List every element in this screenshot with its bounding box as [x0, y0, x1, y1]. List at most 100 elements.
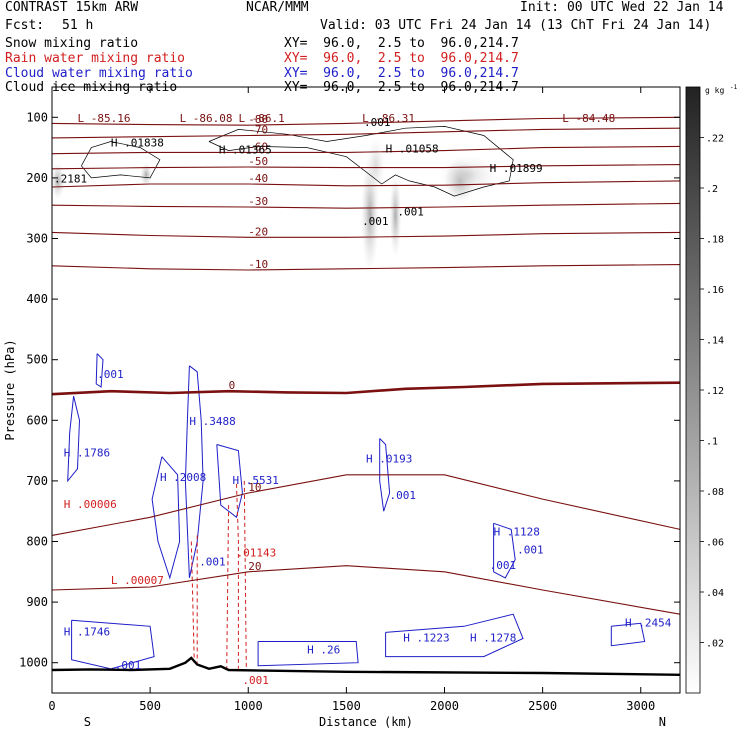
colorbar-tick-label-7: .16	[706, 285, 724, 296]
value-label-12: L .00007	[111, 574, 164, 587]
y-tick-label-8: 900	[26, 595, 48, 609]
valid-time: Valid: 03 UTC Fri 24 Jan 14 (13 ChT Fri …	[320, 18, 712, 33]
colorbar-unit: g kg	[705, 86, 724, 95]
max-label-4: H .3488	[189, 415, 235, 428]
colorbar-scale	[685, 86, 701, 694]
temp-contour-1	[51, 127, 681, 139]
value-label-1: .001	[364, 116, 391, 129]
terrain-surface	[51, 656, 681, 676]
field-snow-xy: XY= 96.0, 2.5 to 96.0,214.7	[284, 36, 519, 51]
temp-contour-9	[51, 474, 681, 536]
temp-contour-0	[51, 116, 681, 126]
value-label-9: .001	[115, 659, 142, 672]
temp-contour-2	[51, 145, 681, 155]
max-label-9: H .1128	[494, 525, 540, 538]
x-tick-label-4: 2000	[430, 699, 459, 713]
snow-shade-4	[50, 162, 65, 199]
colorbar-tick-label-3: .08	[706, 487, 724, 498]
rain-water-contour-3	[236, 483, 239, 669]
org-label: NCAR/MMM	[246, 0, 309, 15]
temp-contour-6	[51, 231, 681, 238]
y-tick-label-7: 800	[26, 535, 48, 549]
x-tick-label-6: 3000	[626, 699, 655, 713]
value-label-5: .001	[390, 489, 417, 502]
colorbar-tick-label-2: .06	[706, 538, 724, 549]
min-label-3: L -86.31	[362, 112, 415, 125]
temp-contour-label-8: 0	[229, 379, 236, 392]
rain-water-contour-4	[243, 480, 247, 669]
colorbar-tick-label-4: .1	[706, 437, 718, 448]
snow-shade-3	[140, 162, 153, 187]
min-label-0: L -85.16	[78, 112, 131, 125]
temp-contour-label-10: 20	[248, 560, 261, 573]
value-label-13: .001	[242, 674, 268, 687]
max-label-0: H .01838	[111, 136, 164, 149]
temp-contour-label-0: -80	[248, 113, 268, 126]
field-snow-name: Snow mixing ratio	[5, 36, 139, 51]
max-label-10: H .1746	[64, 625, 110, 638]
value-label-6: .001	[517, 544, 544, 557]
value-label-0: .2181	[54, 173, 87, 186]
value-label-10: H .00006	[64, 498, 117, 511]
cloud-water-contour-5	[379, 438, 391, 512]
max-label-14: H .2454	[625, 616, 672, 629]
min-label-1: L -86.08	[180, 112, 233, 125]
value-label-11: .01143	[236, 547, 276, 560]
cloud-water-contour-4	[216, 444, 243, 519]
x-tick-label-1: 500	[139, 699, 161, 713]
rain-water-contours	[190, 480, 247, 669]
temp-contour-label-2: -60	[248, 140, 268, 153]
value-label-2: .001	[362, 215, 389, 228]
temp-contour-label-4: -40	[248, 172, 268, 185]
y-tick-label-5: 600	[26, 413, 48, 427]
y-tick-label-6: 700	[26, 474, 48, 488]
colorbar-tick-label-10: .22	[706, 134, 724, 145]
field-rain-name: Rain water mixing ratio	[5, 51, 186, 66]
x-tick-label-2: 1000	[234, 699, 263, 713]
colorbar-unit-exponent: -1	[730, 84, 738, 91]
colorbar-tick-label-1: .04	[706, 588, 724, 599]
contour-annotations: L -85.16 L -86.08 L -86.1 L -86.31 L -84.48 H…	[54, 112, 672, 687]
value-label-4: .001	[97, 368, 124, 381]
temp-contour-label-6: -20	[248, 225, 268, 238]
cloud-water-contour-8	[257, 641, 359, 667]
temp-contour-7	[51, 264, 681, 271]
temp-contour-label-7: -10	[248, 258, 268, 271]
rain-water-contour-2	[226, 505, 230, 669]
cloud-water-contour-3	[184, 365, 204, 579]
cloud-water-contour-1	[67, 395, 81, 483]
max-label-11: H .26	[307, 644, 340, 657]
max-label-2: H .01058	[386, 142, 439, 155]
init-time: Init: 00 UTC Wed 22 Jan 14	[520, 0, 724, 15]
max-label-13: H .1278	[470, 631, 516, 644]
temperature-contours: -80-70 -60 -50 -40 -30 -20 -10 0 10 20	[51, 113, 681, 615]
cloud-water-contour-9	[385, 613, 524, 658]
y-axis-label: Pressure (hPa)	[3, 339, 17, 440]
field-cloudwater-name: Cloud water mixing ratio	[5, 66, 193, 81]
x-end-label-north: N	[659, 715, 666, 729]
colorbar-tick-label-0: .02	[706, 639, 724, 650]
max-label-8: H .0193	[366, 453, 412, 466]
min-label-2: L -86.1	[238, 112, 284, 125]
cloud-water-contour-7	[71, 619, 155, 670]
max-label-1: H .01365	[219, 144, 272, 157]
x-axis-label: Distance (km)	[319, 715, 413, 729]
cloud-water-contour-0	[95, 353, 104, 388]
value-label-7: .001	[490, 559, 517, 572]
max-label-3: H .01899	[490, 162, 543, 175]
colorbar-tick-label-6: .14	[706, 336, 724, 347]
ice-contour-0	[81, 141, 161, 179]
plot-frame	[51, 86, 681, 694]
temp-contour-label-1: -70	[248, 123, 268, 136]
temp-contour-label-9: 10	[248, 481, 261, 494]
x-tick-label-5: 2500	[528, 699, 557, 713]
y-tick-label-9: 1000	[19, 656, 48, 670]
y-tick-label-1: 200	[26, 171, 48, 185]
value-label-8: .001	[199, 556, 226, 569]
colorbar: .02 .04 .06 .08 .1 .12 .14 .16 .18 .2 .22 g kg -1	[685, 84, 738, 694]
temp-contour-8	[51, 381, 681, 396]
max-label-12: H .1223	[403, 631, 449, 644]
field-rain-xy: XY= 96.0, 2.5 to 96.0,214.7	[284, 51, 519, 66]
temp-contour-label-5: -30	[248, 195, 268, 208]
